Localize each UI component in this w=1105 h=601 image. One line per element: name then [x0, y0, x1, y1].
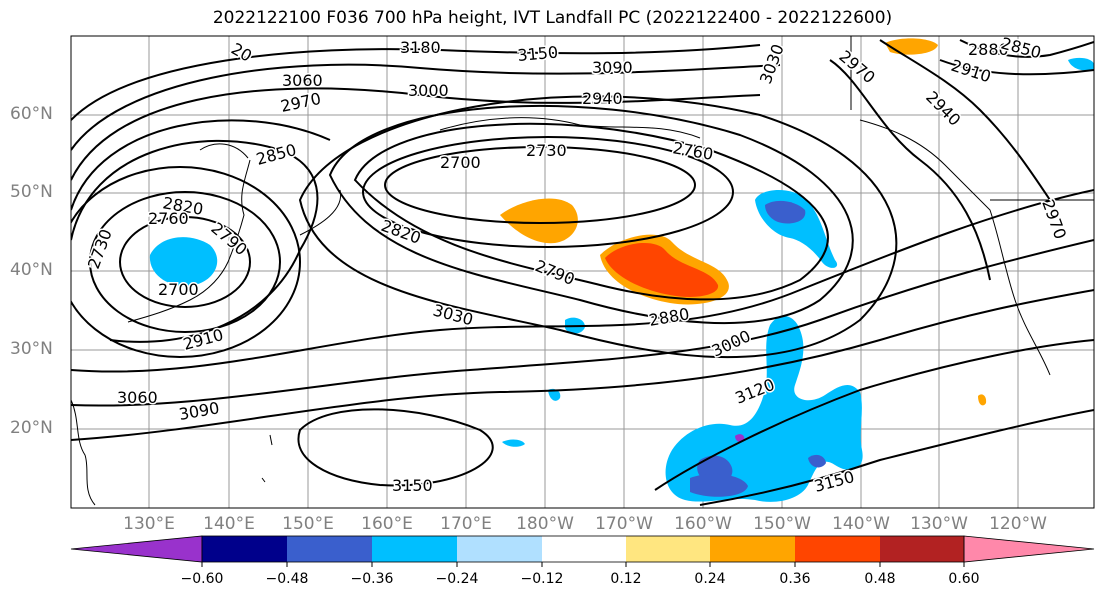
- colorbar-tick-label: 0.12: [610, 571, 642, 587]
- lon-label: 160°E: [361, 514, 413, 534]
- colorbar-segment: [457, 536, 542, 562]
- lon-label: 140°E: [203, 514, 255, 534]
- contour-label: 2730: [526, 141, 567, 160]
- map-title: 2022122100 F036 700 hPa height, IVT Land…: [212, 8, 893, 28]
- colorbar-tick-label: −0.24: [435, 571, 479, 587]
- lon-label: 120°W: [989, 514, 1047, 534]
- colorbar-tick-label: 0.60: [948, 571, 980, 587]
- contour-label: 2880: [968, 40, 1009, 59]
- contour-label: 3150: [392, 476, 433, 495]
- height-contours: [71, 39, 1094, 506]
- lon-label: 140°W: [832, 514, 890, 534]
- colorbar-tick-label: 0.48: [864, 571, 896, 587]
- colorbar-segment: [287, 536, 372, 562]
- lon-label: 130°W: [910, 514, 968, 534]
- lat-label: 20°N: [10, 418, 53, 438]
- colorbar-segment: [626, 536, 710, 562]
- lat-label: 60°N: [10, 104, 53, 124]
- contour-label: 3060: [282, 71, 323, 90]
- contour-label: 3150: [517, 43, 559, 65]
- lat-label: 30°N: [10, 339, 53, 359]
- contour-label: 3090: [592, 58, 633, 77]
- colorbar-tick-label: 0.24: [694, 571, 726, 587]
- lon-label: 160°W: [674, 514, 732, 534]
- colorbar-extend-high: [963, 535, 1095, 563]
- colorbar-tick-label: −0.60: [180, 571, 224, 587]
- colorbar-segment: [880, 536, 964, 562]
- colorbar-segment: [202, 536, 287, 562]
- contour-label: 3180: [400, 38, 441, 57]
- contour-label: 3060: [117, 388, 158, 407]
- colorbar-extend-low: [70, 535, 203, 563]
- colorbar-tick-label: −0.12: [520, 571, 564, 587]
- lon-label: 180°W: [516, 514, 574, 534]
- map-frame: [70, 35, 1095, 509]
- colorbar-segment: [542, 536, 626, 562]
- colorbar-tick-label: −0.36: [350, 571, 394, 587]
- lon-label: 170°E: [440, 514, 492, 534]
- contour-label: 3000: [408, 81, 449, 100]
- colorbar-tick-label: 0.36: [779, 571, 811, 587]
- lon-label: 130°E: [123, 514, 175, 534]
- contour-label: 2700: [158, 280, 199, 299]
- lon-label: 150°E: [282, 514, 334, 534]
- lon-label: 150°W: [753, 514, 811, 534]
- contour-label: 2760: [148, 209, 189, 228]
- coastlines: [71, 36, 1094, 506]
- contour-label: 2940: [582, 89, 623, 108]
- colorbar-segment: [795, 536, 880, 562]
- colorbar-segment: [710, 536, 795, 562]
- lat-label: 40°N: [10, 260, 53, 280]
- colorbar-segment: [372, 536, 457, 562]
- colorbar-tick-label: −0.48: [265, 571, 309, 587]
- contour-label: 2700: [440, 153, 481, 172]
- lat-label: 50°N: [10, 182, 53, 202]
- colorbar: [70, 535, 1095, 567]
- lon-label: 170°W: [595, 514, 653, 534]
